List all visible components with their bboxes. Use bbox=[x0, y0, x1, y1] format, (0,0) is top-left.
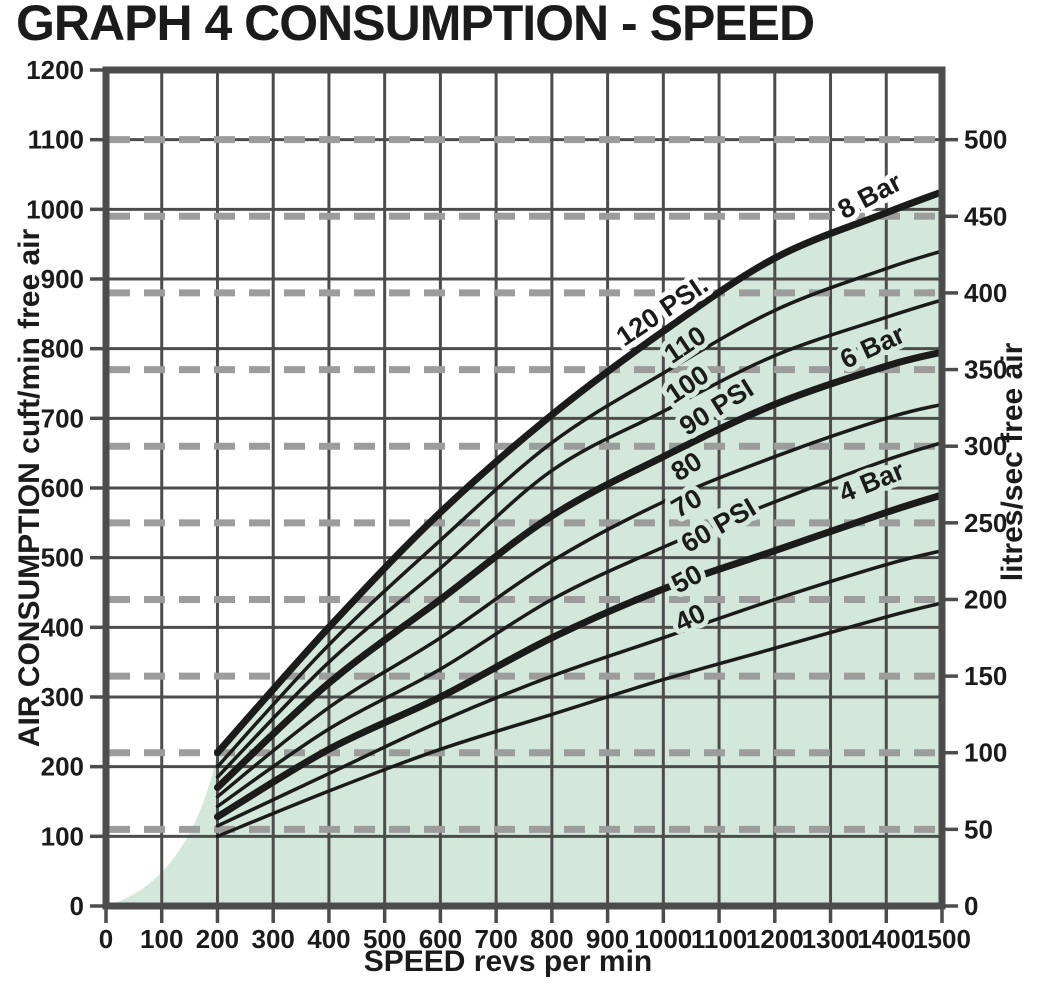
y-left-tick-label: 0 bbox=[70, 891, 84, 921]
curve-100-psi bbox=[215, 298, 944, 779]
x-tick-label: 1100 bbox=[691, 924, 747, 954]
x-tick-label: 0 bbox=[99, 924, 113, 954]
y-right-tick-label: 300 bbox=[964, 431, 1007, 461]
y-right-tick-label: 500 bbox=[964, 125, 1007, 155]
y-left-tick-label: 100 bbox=[41, 821, 84, 851]
curve-110-psi bbox=[215, 249, 944, 769]
x-tick-label: 1300 bbox=[802, 924, 860, 954]
y-left-tick-label: 600 bbox=[41, 473, 84, 503]
x-tick-label: 1000 bbox=[634, 924, 692, 954]
curve-60-psi bbox=[214, 491, 946, 821]
curve-70-psi bbox=[215, 440, 944, 809]
y-right-tick-label: 0 bbox=[964, 891, 978, 921]
y-left-tick-label: 1200 bbox=[26, 55, 84, 85]
y-left-tick-label: 700 bbox=[41, 403, 84, 433]
y-right-tick-label: 400 bbox=[964, 278, 1007, 308]
chart-title: GRAPH 4 CONSUMPTION - SPEED bbox=[16, 0, 815, 51]
curve-90-psi bbox=[214, 348, 946, 792]
x-tick-label: 1200 bbox=[746, 924, 804, 954]
y-left-tick-label: 900 bbox=[41, 264, 84, 294]
y-right-tick-label: 450 bbox=[964, 201, 1007, 231]
curve-40-psi bbox=[215, 601, 944, 839]
y-left-tick-label: 1100 bbox=[28, 125, 84, 155]
x-tick-label: 100 bbox=[140, 924, 183, 954]
x-tick-label: 1500 bbox=[913, 924, 971, 954]
x-tick-label: 500 bbox=[363, 924, 406, 954]
y-left-tick-label: 1000 bbox=[26, 194, 84, 224]
x-tick-label: 900 bbox=[586, 924, 629, 954]
x-tick-label: 1400 bbox=[857, 924, 915, 954]
y-left-tick-label: 500 bbox=[41, 543, 84, 573]
shaded-area-under-top-curve bbox=[106, 191, 942, 906]
y-right-tick-label: 350 bbox=[964, 355, 1007, 385]
axis-tick-labels: 0100200300400500600700800900100011001200… bbox=[26, 55, 1007, 954]
curve-120-psi bbox=[214, 188, 946, 757]
x-tick-label: 700 bbox=[474, 924, 517, 954]
x-tick-label: 400 bbox=[307, 924, 350, 954]
y-right-tick-label: 150 bbox=[964, 661, 1007, 691]
y-left-tick-label: 200 bbox=[41, 752, 84, 782]
x-tick-label: 800 bbox=[530, 924, 573, 954]
y-right-tick-label: 50 bbox=[964, 814, 993, 844]
x-axis-title: SPEED revs per min bbox=[363, 945, 653, 978]
plot-frame bbox=[102, 66, 946, 910]
y-right-tick-label: 200 bbox=[964, 584, 1007, 614]
axis-ticks bbox=[90, 68, 958, 923]
y-left-tick-label: 300 bbox=[41, 682, 84, 712]
x-tick-label: 300 bbox=[252, 924, 295, 954]
curve-80-psi bbox=[215, 402, 944, 799]
x-tick-label: 600 bbox=[419, 924, 462, 954]
y-left-tick-label: 800 bbox=[41, 334, 84, 364]
x-tick-label: 200 bbox=[196, 924, 239, 954]
curve-50-psi bbox=[215, 548, 944, 828]
y-right-tick-label: 100 bbox=[964, 738, 1007, 768]
consumption-curves bbox=[214, 188, 946, 839]
y-left-tick-label: 400 bbox=[41, 612, 84, 642]
y-right-tick-label: 250 bbox=[964, 508, 1007, 538]
